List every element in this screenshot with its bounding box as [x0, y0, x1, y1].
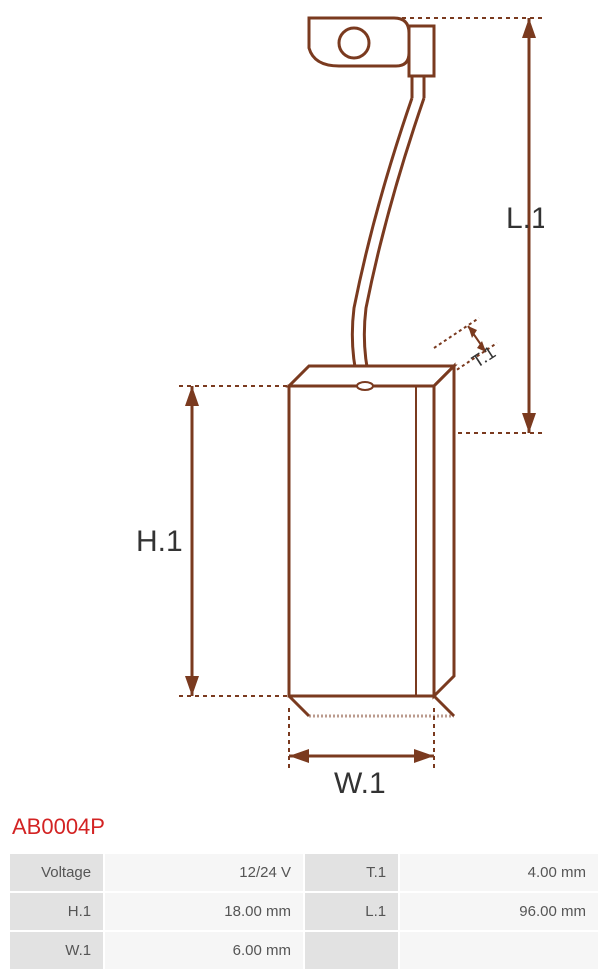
spec-value: 4.00 mm	[400, 854, 598, 891]
spec-label: L.1	[305, 893, 398, 930]
spec-label: Voltage	[10, 854, 103, 891]
spec-value: 96.00 mm	[400, 893, 598, 930]
spec-label: H.1	[10, 893, 103, 930]
label-t1: T.1	[468, 342, 499, 372]
spec-value: 12/24 V	[105, 854, 303, 891]
spec-label: W.1	[10, 932, 103, 969]
label-l1: L.1	[506, 202, 544, 235]
spec-value: 6.00 mm	[105, 932, 303, 969]
technical-diagram: L.1 T.1	[8, 8, 600, 798]
product-code: AB0004P	[12, 814, 600, 840]
label-h1: H.1	[136, 525, 183, 558]
specifications-table: Voltage12/24 VT.14.00 mmH.118.00 mmL.196…	[8, 852, 600, 971]
label-w1: W.1	[334, 767, 386, 798]
table-row: Voltage12/24 VT.14.00 mm	[10, 854, 598, 891]
diagram-svg: L.1 T.1	[64, 8, 544, 798]
spec-label	[305, 932, 398, 969]
spec-tbody: Voltage12/24 VT.14.00 mmH.118.00 mmL.196…	[10, 854, 598, 969]
table-row: H.118.00 mmL.196.00 mm	[10, 893, 598, 930]
spec-label: T.1	[305, 854, 398, 891]
spec-value	[400, 932, 598, 969]
spec-value: 18.00 mm	[105, 893, 303, 930]
table-row: W.16.00 mm	[10, 932, 598, 969]
